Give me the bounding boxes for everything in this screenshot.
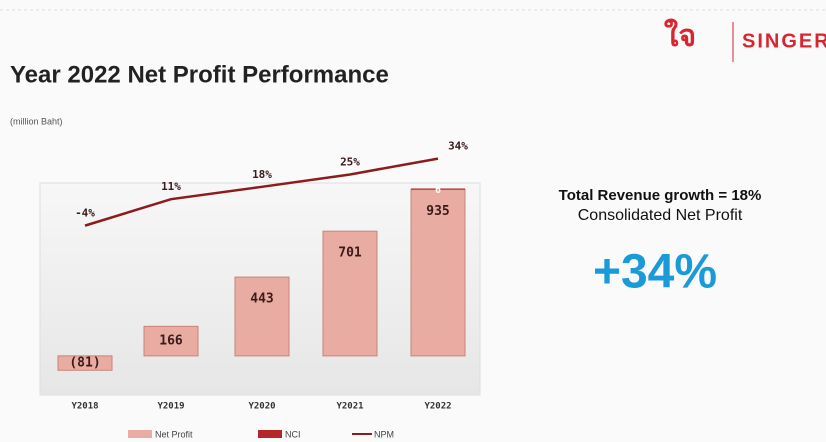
bar — [143, 325, 199, 357]
logo-mark: ใจ — [664, 18, 696, 53]
x-tick-label: Y2022 — [424, 402, 451, 412]
legend-label: Net Profit — [155, 429, 193, 439]
bar — [322, 230, 378, 357]
x-tick-label: Y2018 — [71, 402, 98, 412]
bar — [57, 355, 113, 371]
value-label: 701 — [338, 246, 362, 261]
value-label: 6 — [435, 185, 441, 196]
line-label: 34% — [448, 140, 468, 153]
bar — [410, 189, 466, 357]
value-label: 443 — [250, 292, 273, 307]
brand: SINGER — [742, 30, 826, 52]
line-label: -4% — [75, 207, 95, 220]
line-label: 25% — [340, 155, 360, 168]
line-label: 18% — [252, 168, 272, 181]
side-line2: Consolidated Net Profit — [578, 207, 743, 224]
bar — [234, 276, 290, 357]
value-label: (81) — [69, 356, 100, 371]
x-tick-label: Y2019 — [157, 402, 184, 412]
x-tick-label: Y2021 — [336, 402, 363, 412]
subtitle: (million Baht) — [10, 116, 63, 126]
chart-title: Year 2022 Net Profit Performance — [10, 61, 389, 88]
npm-line — [84, 157, 439, 227]
bar — [411, 188, 465, 190]
value-label: 935 — [426, 204, 449, 219]
legend-label: NCI — [285, 429, 301, 439]
legend-label: NPM — [374, 429, 394, 439]
line-label: 11% — [161, 180, 181, 193]
highlight: +34% — [593, 246, 717, 299]
x-tick-label: Y2020 — [248, 402, 275, 412]
side-line1: Total Revenue growth = 18% — [559, 187, 762, 204]
legend-swatch — [258, 430, 282, 438]
legend-swatch — [128, 430, 152, 438]
value-label: 166 — [159, 334, 183, 349]
